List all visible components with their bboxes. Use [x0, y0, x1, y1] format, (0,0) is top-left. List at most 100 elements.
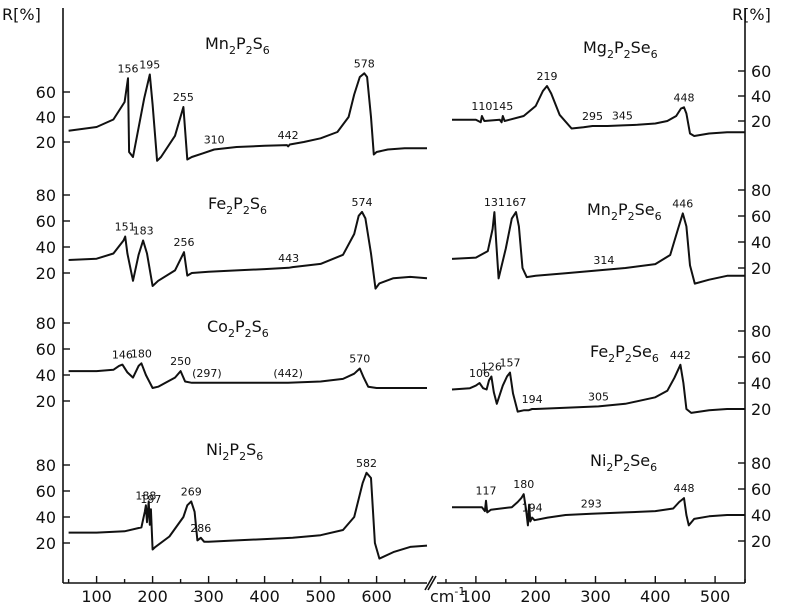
spectrum-line [451, 363, 745, 414]
formula-element: Mn [587, 200, 611, 219]
peak-label: 582 [356, 457, 377, 470]
formula-subscript: 6 [263, 44, 270, 57]
formula-element: P [615, 342, 625, 361]
formula-element: Se [635, 200, 655, 219]
spectrum-line [452, 493, 745, 527]
peak-label: 305 [588, 390, 609, 403]
formula-element: Se [631, 38, 651, 57]
axis-break-mark [424, 575, 434, 591]
y-tick-label: 80 [36, 314, 56, 333]
y-tick-label: 80 [751, 454, 771, 473]
y-tick-label: 80 [751, 322, 771, 341]
formula-subscript: 2 [611, 210, 618, 223]
formula-subscript: 6 [262, 327, 269, 340]
peak-label: 255 [173, 91, 194, 104]
y-tick-label: 60 [751, 207, 771, 226]
y-tick-label: 60 [751, 480, 771, 499]
compound-title: Mn2P2Se6 [587, 200, 662, 223]
y-tick-label: 20 [751, 532, 771, 551]
spectrum-line [452, 85, 745, 137]
peak-label: 574 [352, 196, 373, 209]
y-tick-label: 80 [36, 456, 56, 475]
peak-label: 156 [117, 62, 138, 75]
formula-element: Ni [206, 440, 222, 459]
peak-label: 180 [131, 347, 152, 360]
spectrum-line [68, 72, 427, 162]
peak-label: 446 [672, 197, 693, 210]
peak-label: 188 [135, 489, 156, 502]
y-tick-label: 40 [751, 374, 771, 393]
formula-subscript: 6 [256, 450, 263, 463]
x-tick-label: 400 [249, 587, 280, 604]
peak-label: 442 [670, 349, 691, 362]
x-ticks: 100 200 300 400 500 600 100 200 300 400 500 [67, 576, 746, 604]
peak-label: 131 [484, 196, 505, 209]
formula-subscript: 2 [608, 352, 615, 365]
formula-subscript: 2 [624, 48, 631, 61]
peak-label: 295 [582, 110, 603, 123]
x-tick-label: 500 [700, 587, 731, 604]
y-tick-label: 20 [36, 264, 56, 283]
peak-label: (297) [192, 367, 222, 380]
y-tick-label: 60 [751, 348, 771, 367]
peak-label: 146 [112, 349, 133, 362]
axis-break-mark [427, 575, 437, 591]
y-tick-label: 40 [36, 238, 56, 257]
formula-element: P [235, 317, 245, 336]
x-tick-label: 600 [361, 587, 392, 604]
formula-element: Ni [590, 451, 606, 470]
formula-subscript: 2 [607, 48, 614, 61]
y-tick-label: 80 [751, 181, 771, 200]
x-unit-exponent: -1 [454, 585, 465, 598]
peak-label: 250 [170, 355, 191, 368]
formula-element: Mg [583, 38, 607, 57]
y-tick-label: 40 [751, 233, 771, 252]
y-tick-label: 60 [36, 212, 56, 231]
peak-label: (442) [273, 367, 303, 380]
x-tick-label: 300 [193, 587, 224, 604]
x-tick-label: 200 [137, 587, 168, 604]
y-tick-label: 20 [751, 112, 771, 131]
compound-title: Fe2P2Se6 [590, 342, 659, 365]
y-tick-label: 40 [36, 366, 56, 385]
formula-subscript: 6 [260, 204, 267, 217]
x-tick-label: 500 [305, 587, 336, 604]
formula-element: Mn [205, 34, 229, 53]
y-tick-label: 20 [751, 259, 771, 278]
peak-label: 110 [471, 100, 492, 113]
x-tick-label: 200 [520, 587, 551, 604]
formula-subscript: 2 [245, 327, 252, 340]
y-tick-label: 20 [751, 400, 771, 419]
peak-label: 194 [522, 393, 543, 406]
formula-subscript: 2 [226, 204, 233, 217]
formula-element: Fe [590, 342, 608, 361]
x-unit-base: cm [430, 587, 454, 604]
spectrum-line [451, 211, 745, 285]
spectrum-line [68, 471, 428, 560]
formula-element: S [252, 317, 262, 336]
y-tick-label: 60 [36, 340, 56, 359]
formula-element: S [253, 34, 263, 53]
formula-subscript: 2 [623, 461, 630, 474]
formula-element: P [229, 440, 239, 459]
peak-label: 314 [593, 254, 614, 267]
y-tick-label: 40 [36, 508, 56, 527]
right-y-axis-label: R[%] [732, 5, 771, 24]
spectrum-line [68, 210, 428, 290]
peak-label: 126 [481, 361, 502, 374]
peak-label: 448 [674, 482, 695, 495]
y-tick-label: 60 [36, 482, 56, 501]
y-tick-label: 20 [36, 392, 56, 411]
y-tick-label: 40 [36, 108, 56, 127]
x-tick-label: 400 [640, 587, 671, 604]
peak-label: 151 [115, 221, 136, 234]
peak-label: 219 [537, 70, 558, 83]
peak-label: 286 [190, 522, 211, 535]
formula-subscript: 2 [243, 204, 250, 217]
formula-subscript: 2 [239, 450, 246, 463]
formula-subscript: 2 [222, 450, 229, 463]
